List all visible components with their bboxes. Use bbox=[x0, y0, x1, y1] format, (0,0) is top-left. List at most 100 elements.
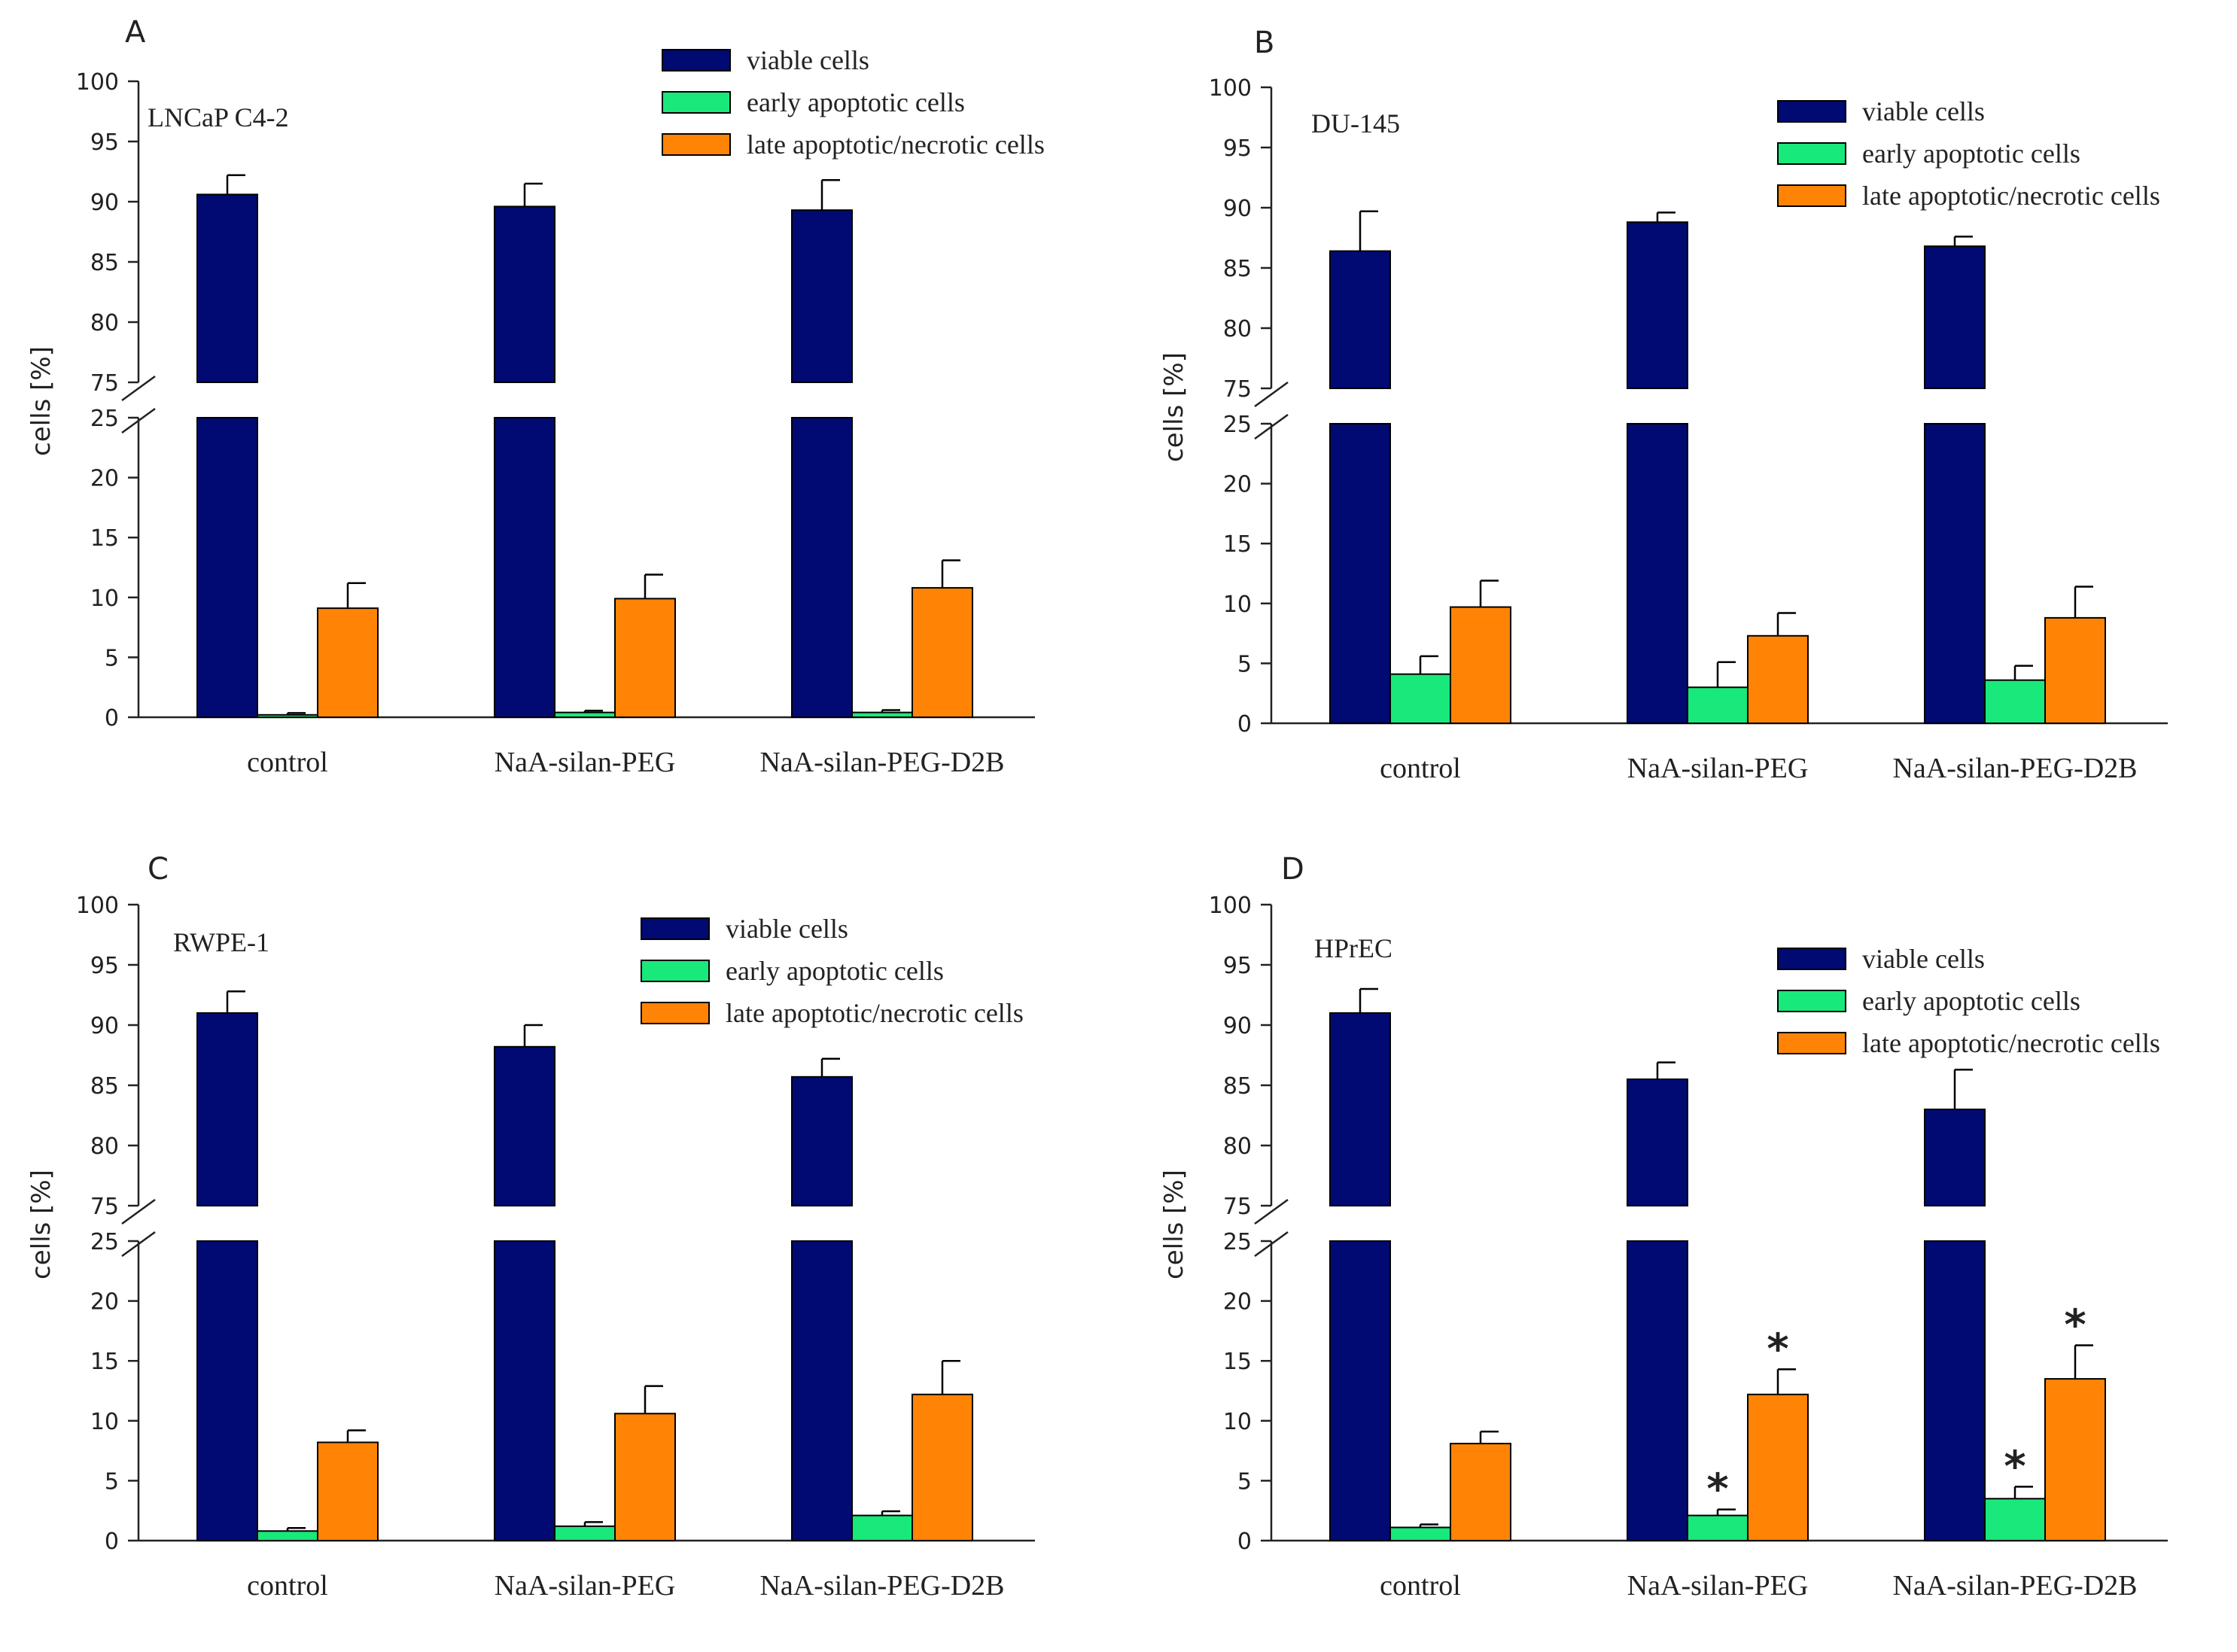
viable-bar-0-upper bbox=[196, 193, 258, 383]
early-bar-1 bbox=[1687, 686, 1749, 724]
viable-bar-1-upper bbox=[1627, 1079, 1688, 1206]
legend-late-swatch bbox=[1777, 184, 1846, 207]
late-bar-0 bbox=[1450, 1443, 1511, 1541]
viable-bar-0-upper bbox=[1329, 250, 1391, 389]
early-bar-2 bbox=[851, 711, 913, 719]
y-tick-label: 10 bbox=[1223, 592, 1252, 618]
legend-early-label: early apoptotic cells bbox=[726, 956, 944, 986]
legend-late-swatch bbox=[641, 1002, 710, 1024]
y-tick-label: 15 bbox=[1223, 1349, 1252, 1375]
y-tick-label: 80 bbox=[90, 310, 119, 336]
y-tick-label: 95 bbox=[90, 129, 119, 156]
early-bar-2 bbox=[1984, 679, 2046, 724]
legend-early-label: early apoptotic cells bbox=[1862, 138, 2080, 169]
x-tick-label: NaA-silan-PEG bbox=[495, 747, 676, 778]
chart-panel-d: D HPrEC cells [%] 0 5 10 15 20 25 75 80 85 90 95 100 co… bbox=[1159, 852, 2168, 1602]
y-tick-label: 20 bbox=[1223, 1289, 1252, 1316]
panel-letter: D bbox=[1281, 852, 1304, 887]
y-tick-label: 20 bbox=[1223, 472, 1252, 498]
x-tick-label: control bbox=[1380, 753, 1461, 784]
legend-late-label: late apoptotic/necrotic cells bbox=[747, 129, 1045, 160]
legend-late-label: late apoptotic/necrotic cells bbox=[1862, 181, 2160, 211]
y-tick-label: 85 bbox=[90, 250, 119, 276]
panel-title: HPrEC bbox=[1314, 933, 1392, 963]
legend-viable-swatch bbox=[641, 917, 710, 940]
y-tick-label: 0 bbox=[105, 705, 119, 732]
chart-panel-b: B DU-145 cells [%] 0 5 10 15 20 25 75 80 85 90 95 100 c… bbox=[1159, 26, 2168, 784]
late-bar-2 bbox=[2044, 1378, 2106, 1541]
legend-viable-swatch bbox=[1777, 100, 1846, 123]
y-tick-label: 100 bbox=[1209, 893, 1252, 919]
y-tick-label: 15 bbox=[90, 1349, 119, 1375]
y-tick-label: 25 bbox=[1223, 1229, 1252, 1255]
viable-bar-1-upper bbox=[1627, 221, 1688, 390]
y-tick-label: 20 bbox=[90, 466, 119, 492]
y-tick-label: 75 bbox=[90, 370, 119, 397]
viable-bar-0-lower bbox=[1329, 423, 1391, 724]
y-tick-label: 10 bbox=[90, 1409, 119, 1435]
x-tick-label: control bbox=[1380, 1570, 1461, 1602]
y-tick-label: 25 bbox=[90, 1229, 119, 1255]
y-tick-label: 90 bbox=[1223, 196, 1252, 222]
legend-early-swatch bbox=[641, 960, 710, 982]
axis-break-mark bbox=[121, 1198, 156, 1225]
late-bar-1 bbox=[1747, 634, 1809, 724]
significance-star: * bbox=[2004, 1442, 2025, 1491]
axis-break-mark bbox=[121, 407, 156, 434]
viable-bar-2-upper bbox=[1924, 245, 1986, 390]
y-tick-label: 20 bbox=[90, 1289, 119, 1316]
panel-letter: B bbox=[1254, 26, 1274, 60]
panel-letter: A bbox=[125, 15, 146, 50]
y-tick-label: 95 bbox=[1223, 135, 1252, 162]
y-axis-label: cells [%] bbox=[26, 1170, 56, 1279]
y-tick-label: 80 bbox=[1223, 1133, 1252, 1160]
viable-bar-2-lower bbox=[791, 417, 853, 718]
axis-break-mark bbox=[1254, 413, 1289, 440]
y-tick-label: 85 bbox=[90, 1073, 119, 1100]
viable-bar-0-lower bbox=[1329, 1240, 1391, 1541]
significance-star: * bbox=[1767, 1325, 1788, 1374]
viable-bar-0-upper bbox=[1329, 1012, 1391, 1206]
late-bar-2 bbox=[2044, 616, 2106, 724]
viable-bar-2-upper bbox=[1924, 1109, 1986, 1206]
y-tick-label: 90 bbox=[90, 1013, 119, 1039]
significance-star: * bbox=[1706, 1465, 1728, 1514]
viable-bar-1-upper bbox=[494, 205, 555, 383]
viable-bar-0-lower bbox=[196, 417, 258, 718]
x-tick-label: NaA-silan-PEG-D2B bbox=[1892, 753, 2137, 784]
legend-viable-label: viable cells bbox=[726, 914, 848, 944]
y-tick-label: 95 bbox=[90, 953, 119, 979]
viable-bar-2-upper bbox=[791, 1075, 853, 1207]
late-bar-1 bbox=[1747, 1393, 1809, 1541]
y-tick-label: 90 bbox=[90, 190, 119, 216]
legend-late-label: late apoptotic/necrotic cells bbox=[1862, 1028, 2160, 1058]
viable-bar-1-lower bbox=[494, 417, 555, 718]
axis-break-mark bbox=[121, 375, 156, 402]
legend-late-label: late apoptotic/necrotic cells bbox=[726, 998, 1024, 1028]
legend-early-label: early apoptotic cells bbox=[1862, 986, 2080, 1016]
legend-early-label: early apoptotic cells bbox=[747, 87, 965, 117]
y-tick-label: 15 bbox=[90, 525, 119, 552]
late-bar-2 bbox=[912, 1393, 973, 1541]
y-tick-label: 0 bbox=[105, 1529, 119, 1555]
y-tick-label: 5 bbox=[1237, 651, 1252, 677]
legend-late-swatch bbox=[1777, 1032, 1846, 1054]
viable-bar-2-lower bbox=[1924, 423, 1986, 724]
legend-viable-swatch bbox=[662, 49, 731, 71]
early-bar-2 bbox=[1984, 1498, 2046, 1542]
y-tick-label: 0 bbox=[1237, 711, 1252, 738]
x-tick-label: NaA-silan-PEG bbox=[1627, 753, 1809, 784]
y-tick-label: 75 bbox=[1223, 376, 1252, 403]
axis-break-mark bbox=[1254, 1198, 1289, 1225]
legend-viable-label: viable cells bbox=[1862, 944, 1985, 974]
y-tick-label: 85 bbox=[1223, 1073, 1252, 1100]
y-tick-label: 80 bbox=[90, 1133, 119, 1160]
y-tick-label: 10 bbox=[90, 586, 119, 612]
early-bar-0 bbox=[1389, 1526, 1451, 1542]
viable-bar-1-lower bbox=[494, 1240, 555, 1541]
late-bar-0 bbox=[317, 607, 379, 718]
viable-bar-2-lower bbox=[1924, 1240, 1986, 1541]
y-axis-label: cells [%] bbox=[1159, 1170, 1189, 1279]
late-bar-0 bbox=[1450, 606, 1511, 724]
panel-title: RWPE-1 bbox=[173, 927, 269, 957]
